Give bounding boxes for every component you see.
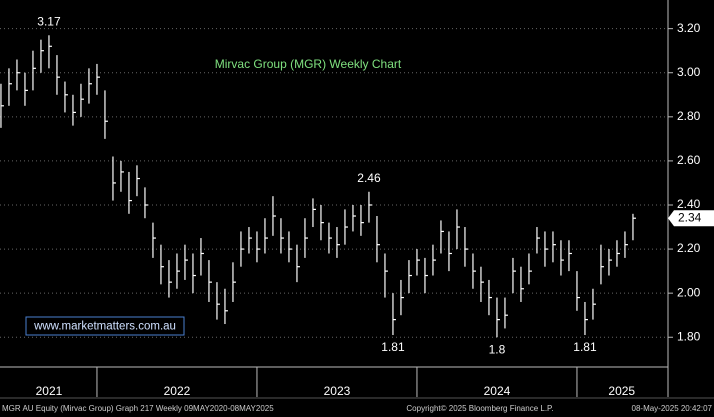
watermark-box — [25, 316, 185, 336]
y-tick-label: 2.80 — [677, 109, 701, 123]
x-tick-label: 2022 — [164, 384, 191, 398]
footer-left: MGR AU Equity (Mirvac Group) Graph 217 W… — [2, 404, 274, 413]
annotation: 3.17 — [37, 14, 61, 28]
y-tick-label: 2.00 — [677, 285, 701, 299]
annotation: 1.81 — [573, 340, 597, 354]
y-tick-label: 1.80 — [677, 329, 701, 343]
watermark: www.marketmatters.com.au — [33, 321, 176, 333]
y-tick-label: 2.20 — [677, 241, 701, 255]
last-price-label: 2.34 — [678, 210, 702, 224]
annotation: 2.46 — [357, 171, 381, 185]
y-tick-label: 3.00 — [677, 65, 701, 79]
x-tick-label: 2024 — [484, 384, 511, 398]
x-tick-label: 2025 — [608, 384, 635, 398]
y-tick-label: 3.20 — [677, 21, 701, 35]
last-price-box — [668, 210, 714, 227]
chart-title: Mirvac Group (MGR) Weekly Chart — [215, 57, 402, 71]
x-tick-label: 2021 — [36, 384, 63, 398]
annotation: 1.8 — [489, 342, 506, 356]
y-tick-label: 2.60 — [677, 153, 701, 167]
x-tick-label: 2023 — [324, 384, 351, 398]
annotation: 1.81 — [381, 340, 405, 354]
footer-right: 08-May-2025 20:42:07 — [632, 404, 713, 413]
y-tick-label: 2.40 — [677, 197, 701, 211]
footer-center: Copyright© 2025 Bloomberg Finance L.P. — [406, 404, 553, 413]
